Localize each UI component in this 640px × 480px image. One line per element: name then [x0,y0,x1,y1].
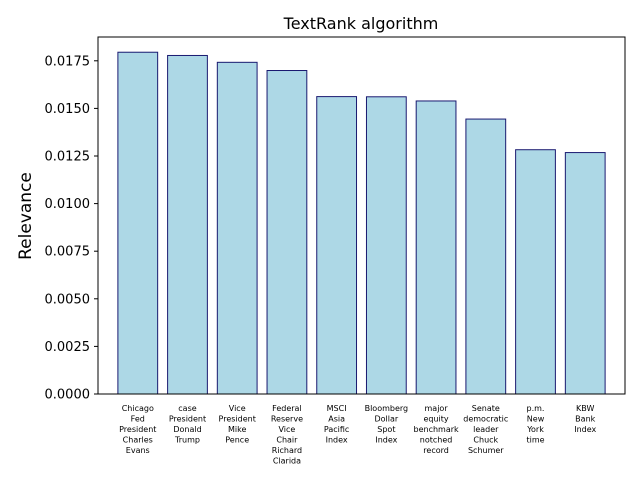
y-tick-label: 0.0000 [45,388,91,403]
y-tick-label: 0.0100 [45,197,91,212]
bar [167,54,208,395]
y-tick-label: 0.0050 [45,292,91,307]
bar [415,100,457,395]
y-axis-ticks: 0.0000 0.0025 0.0050 0.0075 0.0100 0.0125 0.01… [45,54,98,403]
bars-group [117,51,606,395]
x-axis-category-labels: Chicago Fed President Charles Evans case Presi… [119,404,596,466]
bar [515,149,556,395]
y-tick-label: 0.0075 [45,245,91,260]
x-tick-label: case President Donald Trump [169,404,206,445]
x-tick-label: major equity benchmark notched record [414,404,460,455]
bar [564,152,606,395]
x-tick-label: Federal Reserve Vice Chair Richard Clarida [271,404,303,466]
chart-title: TextRank algorithm [283,14,439,33]
x-tick-label: Chicago Fed President Charles Evans [119,404,156,455]
bar [465,118,507,395]
x-tick-label: Bloomberg Dollar Spot Index [365,404,409,445]
bar [117,51,159,395]
y-tick-label: 0.0150 [45,102,91,117]
y-tick-label: 0.0175 [45,54,91,69]
y-tick-label: 0.0125 [45,150,91,165]
y-tick-label: 0.0025 [45,340,91,355]
x-tick-label: Senate democratic leader Chuck Schumer [463,404,508,455]
x-tick-label: MSCI Asia Pacific Index [324,404,349,445]
y-axis-label: Relevance [16,172,36,260]
x-tick-label: p.m. New York time [526,404,545,445]
bar [216,61,258,395]
x-tick-label: KBW Bank Index [574,404,596,434]
bar [316,96,358,395]
bar [365,96,407,395]
x-tick-label: Vice President Mike Pence [219,404,256,445]
plot-frame [97,36,626,395]
bar [266,70,308,395]
